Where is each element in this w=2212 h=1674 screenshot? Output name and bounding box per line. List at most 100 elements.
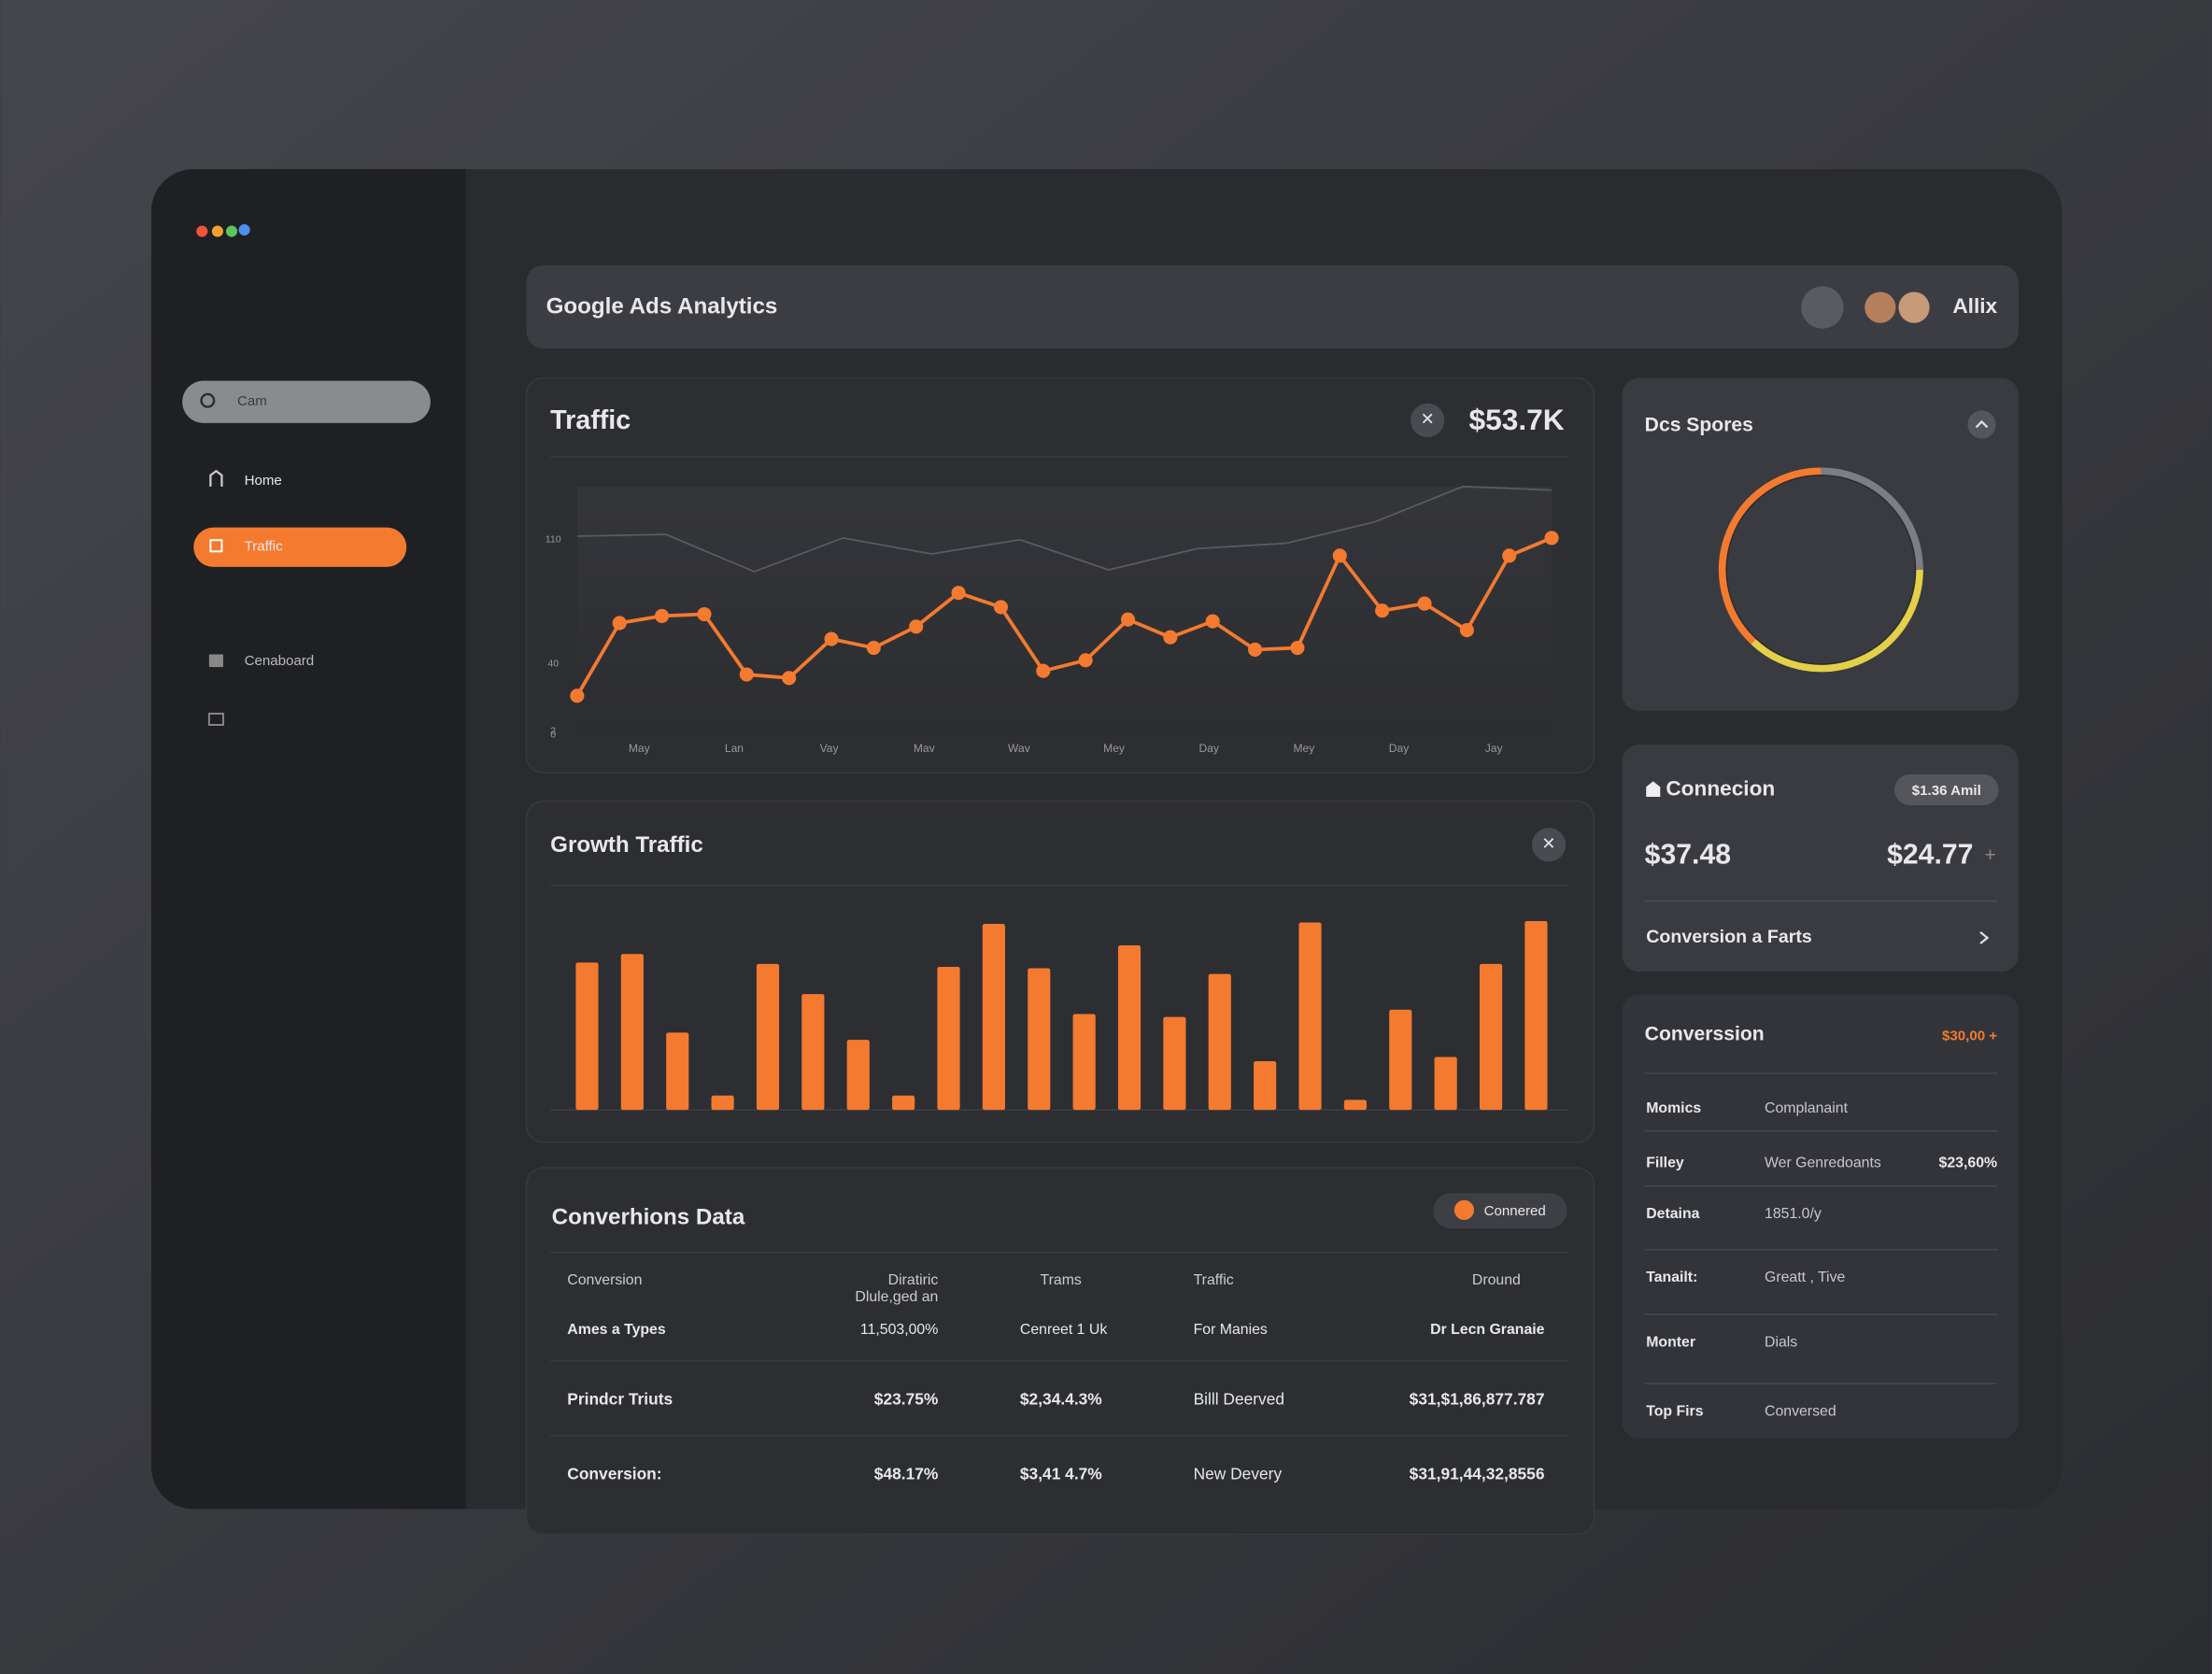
point [697,606,712,622]
nav-item[interactable]: Home [245,473,282,489]
point [1163,630,1178,645]
arrow-icon[interactable] [1979,931,1990,944]
x-tick-label: Jay [1485,742,1503,755]
plus-icon: + [1984,844,1995,866]
point [1502,548,1517,563]
column-header: Trams [1041,1272,1082,1288]
table-cell: $2,34.4.3% [1020,1390,1102,1409]
bar [1479,963,1503,1111]
table-cell: Top Firs [1646,1403,1704,1419]
column-header: Dlule,ged an [855,1289,938,1305]
badge-text: $1.36 Amil [1912,783,1981,799]
close-icon[interactable]: ✕ [1421,410,1435,429]
table-cell: Filley [1646,1156,1684,1171]
card-title: Converssion [1645,1024,1765,1045]
traffic-amount: $53.7K [1468,403,1564,436]
search-box[interactable] [182,380,431,423]
point [909,619,924,634]
point [866,641,881,656]
x-tick-label: Vay [820,742,839,755]
badge-text[interactable]: Connered [1484,1203,1546,1219]
point [1375,603,1390,618]
bar [575,962,599,1111]
table-cell: 1851.0/y [1765,1206,1822,1222]
point [1120,612,1136,627]
traffic-chart: 02 40 110 May Lan Vay Mav Wav Mey Day Mey Day Jay [546,485,1559,755]
table-cell: $48.17% [874,1465,939,1483]
table-cell: Complanaint [1765,1100,1849,1116]
badge-text: $30,00 + [1942,1029,1997,1044]
chart-area [576,486,1553,735]
close-button[interactable] [1411,403,1445,438]
card-title: Converhions Data [552,1205,745,1230]
x-tick-label: Wav [1008,742,1030,755]
column-header: Conversion [567,1272,642,1288]
table-cell: Tanailt: [1646,1270,1697,1285]
bar [1163,1016,1186,1111]
collapse-button[interactable] [1967,410,1996,439]
bar [1298,922,1322,1111]
user-name[interactable]: Allix [1952,294,1997,318]
x-tick-label: Day [1198,742,1218,755]
y-tick-label: 40 [547,658,559,669]
bar [801,994,825,1111]
nav-icon[interactable] [207,712,224,726]
search-text: Cam [237,393,267,409]
header-bar [526,264,2019,348]
table-cell: Dr Lecn Granaie [1430,1322,1545,1338]
table-cell: Cenreet 1 Uk [1020,1322,1107,1338]
table-cell: $23,60% [1939,1156,1998,1171]
x-tick-label: Mey [1293,742,1314,755]
table-cell: For Manies [1194,1322,1268,1338]
bar [756,963,780,1111]
table-cell: Momics [1646,1100,1701,1116]
point [1036,663,1051,678]
bar [666,1032,689,1111]
growth-chart [550,920,1569,1111]
table-cell: Monter [1646,1334,1695,1350]
table-cell: Billl Deerved [1194,1390,1284,1409]
point [1544,531,1559,546]
nav-icon [209,539,223,553]
point [1332,548,1347,563]
share-button[interactable] [1801,286,1844,329]
bar [846,1040,870,1111]
search-icon [200,392,216,408]
card-title: Traffic [550,405,631,435]
y-tick-label: 110 [546,534,561,546]
close-button[interactable] [1531,828,1567,862]
table-cell: Conversion: [567,1465,661,1483]
conversion-table: Momics Complanaint Filley Wer Genredoants $2… [1644,1100,1998,1419]
link-text[interactable]: Conversion a Farts [1646,927,1812,947]
column-header: Diratiric [888,1272,939,1288]
close-icon[interactable]: ✕ [1541,834,1555,853]
nav-item[interactable]: Cenaboard [245,653,315,669]
point [612,616,627,631]
point [824,631,839,646]
bar [1524,920,1548,1111]
nav-active[interactable] [193,527,407,567]
bar [1389,1009,1412,1111]
point [993,600,1008,615]
table-cell: Conversed [1765,1403,1836,1419]
x-tick-label: Mav [914,742,935,755]
column-header: Dround [1472,1272,1521,1288]
nav-item[interactable]: Traffic [245,539,284,555]
sidebar [150,169,466,1510]
point [1205,614,1220,629]
point [570,688,585,703]
table-cell: $3,41 4.7% [1020,1465,1102,1483]
point [1459,623,1474,638]
home-icon [209,469,223,487]
y-tick-label: 2 [550,726,556,737]
table-cell: Detaina [1646,1206,1699,1222]
bar [1072,1014,1096,1111]
bar [1028,968,1051,1111]
point [1290,641,1305,656]
avatar[interactable] [1865,291,1896,323]
table-card [525,1167,1595,1536]
avatar[interactable] [1898,291,1930,323]
